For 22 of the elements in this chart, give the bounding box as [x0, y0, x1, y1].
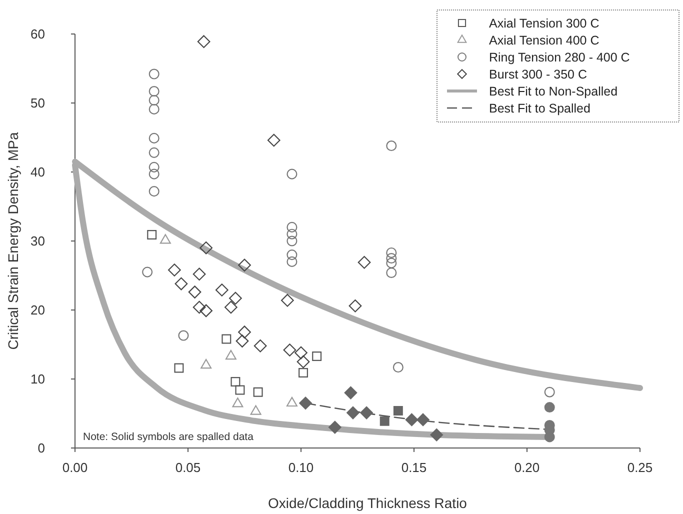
x-tick-label: 0.15 [401, 460, 427, 475]
y-tick-label: 40 [30, 164, 45, 180]
y-tick-label: 20 [30, 302, 45, 318]
x-tick-label: 0.10 [288, 460, 314, 475]
y-tick-label: 0 [38, 440, 45, 456]
x-tick-label: 0.05 [175, 460, 201, 475]
legend-label: Best Fit to Spalled [489, 102, 590, 116]
x-tick-label: 0.25 [627, 460, 653, 475]
y-tick-label: 10 [30, 372, 45, 386]
legend-label: Axial Tension 300 C [489, 16, 600, 30]
legend-label: Axial Tension 400 C [489, 34, 600, 48]
legend-label: Burst 300 - 350 C [489, 68, 587, 82]
y-axis-title: Critical Strain Energy Density, MPa [5, 132, 21, 350]
legend-label: Best Fit to Non-Spalled [489, 84, 618, 98]
y-tick-label: 30 [30, 234, 45, 248]
y-tick-label: 50 [30, 96, 45, 110]
x-tick-label: 0.20 [514, 460, 540, 475]
x-axis-title: Oxide/Cladding Thickness Ratio [268, 495, 468, 511]
x-tick-label: 0.00 [62, 460, 88, 475]
y-tick-label: 60 [30, 26, 45, 42]
legend-label: Ring Tension 280 - 400 C [489, 50, 630, 64]
annotation: Note: Solid symbols are spalled data [83, 431, 254, 443]
